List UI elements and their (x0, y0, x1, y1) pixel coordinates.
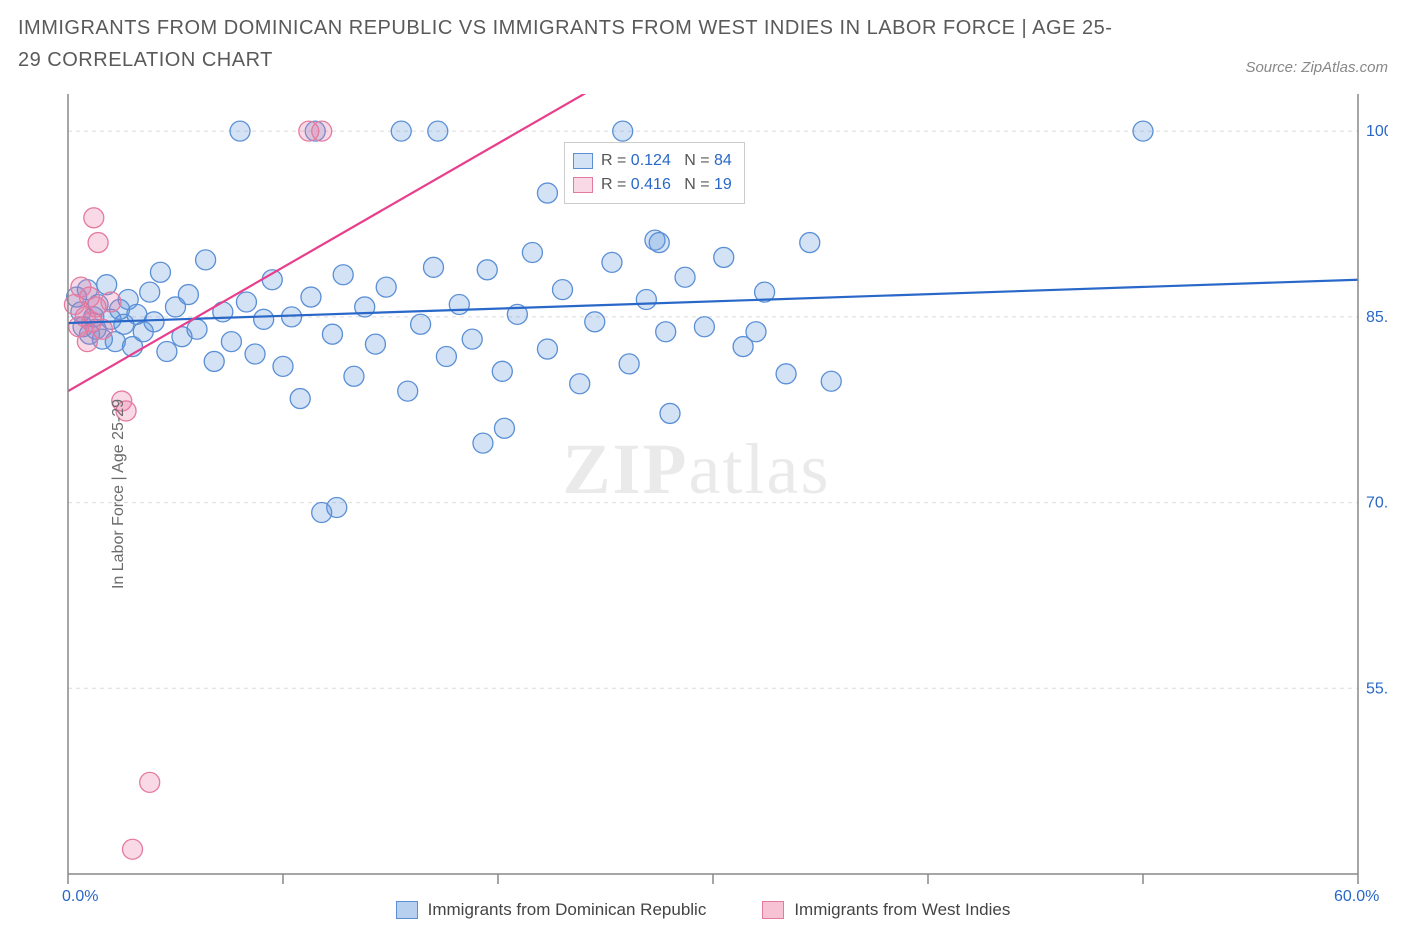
stats-row: R = 0.416 N = 19 (573, 173, 732, 197)
stats-row: R = 0.124 N = 84 (573, 149, 732, 173)
chart-container: In Labor Force | Age 25-29 55.0% 70.0% 85.… (18, 84, 1388, 904)
series-swatch (573, 177, 593, 193)
series-swatch (573, 153, 593, 169)
svg-text:55.0%: 55.0% (1366, 680, 1388, 697)
svg-text:85.0%: 85.0% (1366, 309, 1388, 326)
x-axis-min-label: 0.0% (62, 888, 98, 906)
svg-text:70.0%: 70.0% (1366, 495, 1388, 512)
chart-title: IMMIGRANTS FROM DOMINICAN REPUBLIC VS IM… (18, 12, 1118, 76)
svg-text:100.0%: 100.0% (1366, 123, 1388, 140)
x-axis-max-label: 60.0% (1334, 888, 1379, 906)
scatter-chart: 55.0% 70.0% 85.0% 100.0% (18, 84, 1388, 904)
source-label: Source: ZipAtlas.com (1245, 59, 1388, 76)
stats-legend-box: R = 0.124 N = 84R = 0.416 N = 19 (564, 142, 745, 204)
y-axis-label: In Labor Force | Age 25-29 (110, 399, 128, 589)
